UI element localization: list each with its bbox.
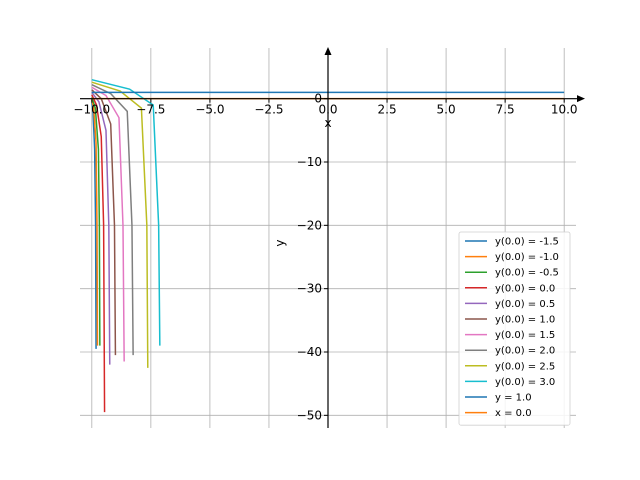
legend-label: y(0.0) = 2.5: [495, 361, 555, 372]
x-tick-label: 0.0: [318, 103, 337, 117]
legend-label: y(0.0) = -1.0: [495, 252, 559, 263]
y-axis-arrow-icon: [324, 47, 332, 55]
y-tick-label: −10: [297, 155, 322, 169]
legend: y(0.0) = -1.5 y(0.0) = -1.0 y(0.0) = -0.5 y…: [458, 231, 571, 426]
y-tick-label: −40: [297, 345, 322, 359]
y-tick-label: 0: [314, 92, 322, 106]
series-line: [91, 94, 106, 413]
x-tick-label: −5.0: [195, 103, 224, 117]
series-line: [91, 81, 149, 368]
legend-label: y(0.0) = 3.0: [495, 377, 555, 388]
series-line: [91, 78, 161, 346]
x-tick-label: −10.0: [73, 103, 110, 117]
y-tick-label: −50: [297, 408, 322, 422]
series-line: [91, 97, 101, 346]
x-tick-label: 10.0: [551, 103, 578, 117]
x-axis-label: x: [324, 116, 331, 130]
legend-box: [458, 231, 571, 426]
legend-label: y(0.0) = 2.0: [495, 346, 555, 357]
legend-label: y(0.0) = 1.0: [495, 315, 555, 326]
x-tick-label: 2.5: [378, 103, 397, 117]
legend-label: y = 1.0: [495, 393, 532, 404]
series-line: [91, 102, 97, 349]
axes: [80, 47, 585, 428]
x-tick-label: −2.5: [254, 103, 283, 117]
legend-label: y(0.0) = 0.0: [495, 283, 555, 294]
tick-labels: −10.0 −7.5 −5.0 −2.5 0.0 2.5 5.0 7.5 10.0 0 −10 −20…: [73, 92, 577, 423]
x-tick-label: 5.0: [437, 103, 456, 117]
legend-label: y(0.0) = 0.5: [495, 299, 555, 310]
y-axis-label: y: [273, 239, 287, 246]
x-axis-arrow-icon: [577, 95, 585, 103]
legend-label: y(0.0) = 1.5: [495, 330, 555, 341]
legend-label: y(0.0) = -1.5: [495, 237, 559, 248]
legend-label: x = 0.0: [495, 408, 532, 419]
series-line: [91, 89, 117, 356]
x-tick-label: −7.5: [136, 103, 165, 117]
y-tick-label: −20: [297, 218, 322, 232]
series-line: [91, 99, 99, 346]
legend-label: y(0.0) = -0.5: [495, 268, 559, 279]
y-tick-label: −30: [297, 282, 322, 296]
series-line: [91, 84, 134, 356]
x-tick-label: 7.5: [496, 103, 515, 117]
